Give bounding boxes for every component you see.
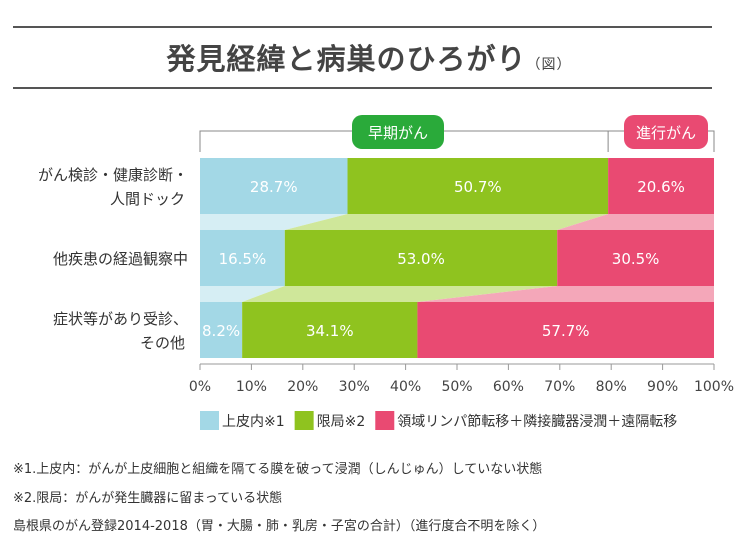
- title-text: 発見経緯と病巣のひろがり: [166, 42, 527, 76]
- group-badge-advanced: [624, 115, 708, 149]
- footnote-2: ※2.限局：がんが発生臓器に留まっている状態: [13, 491, 283, 506]
- bar-segment: [284, 230, 558, 286]
- legend-swatch: [375, 411, 395, 430]
- x-tick-label: 70%: [544, 379, 575, 395]
- data-label: 53.0%: [397, 250, 445, 268]
- connector-band: [242, 286, 558, 302]
- bar-segment: [200, 230, 285, 286]
- bar-segment: [347, 158, 609, 214]
- data-label: 30.5%: [612, 250, 660, 268]
- group-label-advanced: 進行がん: [636, 124, 696, 142]
- data-label: 57.7%: [542, 322, 590, 340]
- connector-band: [284, 214, 609, 230]
- title-underline: [13, 87, 712, 89]
- bar-segment: [200, 302, 243, 358]
- x-tick-label: 60%: [493, 379, 524, 395]
- x-tick-label: 80%: [596, 379, 627, 395]
- x-tick-label: 30%: [339, 379, 370, 395]
- top-rule: [13, 26, 712, 28]
- x-tick-label: 100%: [694, 379, 734, 395]
- x-tick-label: 50%: [441, 379, 472, 395]
- category-label: 他疾患の経過観察中: [53, 250, 188, 268]
- connector-band: [200, 214, 348, 230]
- x-tick-label: 10%: [236, 379, 267, 395]
- x-tick-label: 90%: [647, 379, 678, 395]
- data-label: 34.1%: [306, 322, 354, 340]
- group-bracket: [199, 130, 715, 152]
- connector-band: [557, 214, 714, 230]
- connector-band: [200, 286, 285, 302]
- bar-segment: [608, 158, 714, 214]
- title-suffix: （図）: [526, 57, 572, 73]
- group-badge-early: [352, 115, 444, 149]
- legend-swatch: [294, 411, 314, 430]
- category-label: 症状等があり受診、: [53, 310, 188, 328]
- data-label: 28.7%: [250, 178, 298, 196]
- category-label: がん検診・健康診断・: [38, 166, 188, 184]
- stacked-bar-chart: 28.7% 50.7% 20.6% がん検診・健康診断・人間ドック 16.5% 53.0%…: [38, 115, 734, 430]
- legend-label: 限局※2: [317, 414, 366, 430]
- bar-segment: [417, 302, 714, 358]
- legend-swatch: [200, 411, 219, 430]
- page-title: 発見経緯と病巣のひろがり（図）: [0, 36, 738, 78]
- data-label: 8.2%: [202, 322, 240, 340]
- category-label: その他: [140, 334, 185, 352]
- footnote-1: ※1.上皮内：がんが上皮細胞と組織を隔てる膜を破って浸潤（しんじゅん）していない…: [13, 462, 543, 477]
- x-tick-label: 40%: [390, 379, 421, 395]
- source-note: 島根県のがん登録2014-2018（胃・大腸・肺・乳房・子宮の合計）（進行度合不…: [13, 519, 546, 534]
- legend-label: 領域リンパ節転移＋隣接臓器浸潤＋遠隔転移: [397, 413, 677, 430]
- x-tick-label: 0%: [189, 379, 211, 395]
- connector-band: [417, 286, 714, 302]
- bar-segment: [200, 158, 348, 214]
- data-label: 50.7%: [454, 178, 502, 196]
- legend-label: 上皮内※1: [222, 414, 285, 430]
- data-label: 16.5%: [219, 250, 267, 268]
- category-label: 人間ドック: [110, 190, 185, 208]
- bar-segment: [242, 302, 418, 358]
- group-label-early: 早期がん: [368, 124, 428, 142]
- bar-segment: [557, 230, 714, 286]
- data-label: 20.6%: [637, 178, 685, 196]
- x-tick-label: 20%: [287, 379, 318, 395]
